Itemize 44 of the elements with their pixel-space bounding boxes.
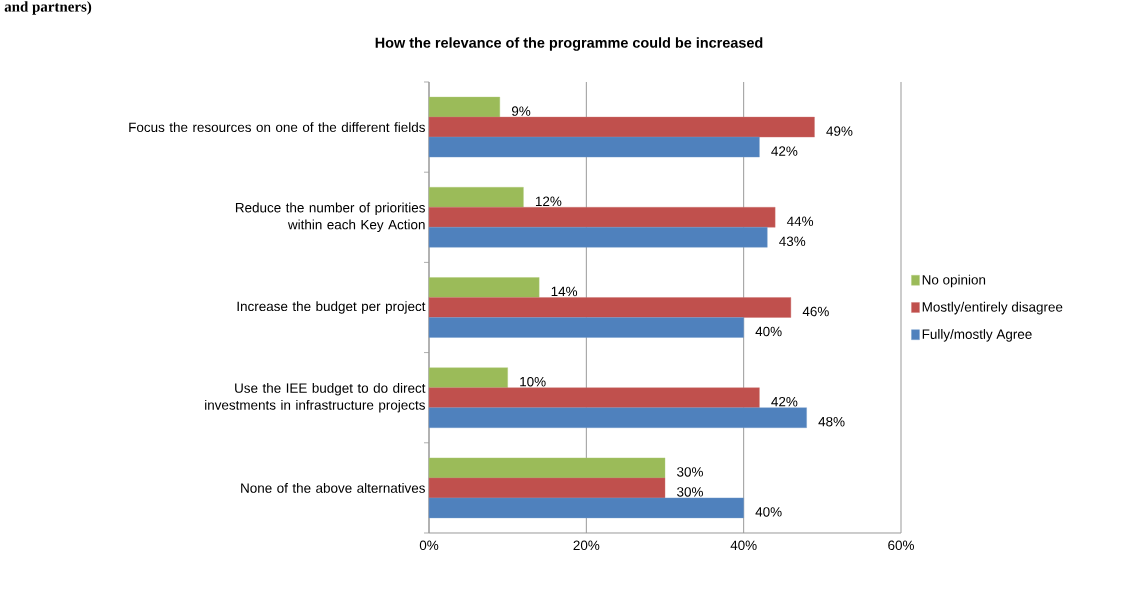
x-tick-label: 60% [888,540,914,551]
bar [428,497,744,519]
y-tick-label: Use the IEE budget to do direct investments in infrastructure projects [205,382,426,413]
bar [428,207,776,228]
legend-label: Fully/mostly Agree [922,329,1032,342]
x-tick-label: 40% [730,540,757,551]
data-label: 40% [755,326,782,337]
bar [428,187,524,208]
data-label: 30% [677,467,703,477]
bar [428,116,815,138]
bar [428,387,760,408]
bar [428,477,666,499]
bar [428,317,744,338]
bar [428,227,768,248]
data-label: 9% [511,106,531,116]
data-label: 40% [755,507,782,517]
y-tick-label: Focus the resources on one of the different fields [129,122,425,133]
chart-title: How the relevance of the programme could be increased [375,37,763,51]
x-tick-label: 20% [573,540,600,551]
data-label: 42% [771,396,798,407]
y-tick-label: Reduce the number of priorities within each Key Action [235,202,425,233]
data-label: 43% [779,236,806,247]
text: and partners) [4,1,92,15]
data-label: 46% [802,306,829,317]
data-label: 49% [826,126,853,136]
data-label: 12% [535,196,562,207]
y-tick-label: None of the above alternatives [241,482,425,493]
data-label: 30% [677,487,703,497]
bar [428,297,792,318]
legend-label: No opinion [922,274,986,288]
y-tick-label: Increase the budget per project [237,301,426,314]
bar [428,277,540,298]
data-label: 44% [786,216,814,226]
bar [428,136,760,158]
data-label: 10% [520,376,546,387]
bar [428,96,501,118]
bar [428,407,807,428]
bar [428,367,508,388]
x-tick-label: 0% [419,540,439,551]
legend-label: Mostly/entirely disagree [922,301,1063,315]
data-label: 48% [818,416,845,427]
bar [428,457,666,479]
data-label: 42% [771,146,798,156]
data-label: 14% [551,286,578,297]
